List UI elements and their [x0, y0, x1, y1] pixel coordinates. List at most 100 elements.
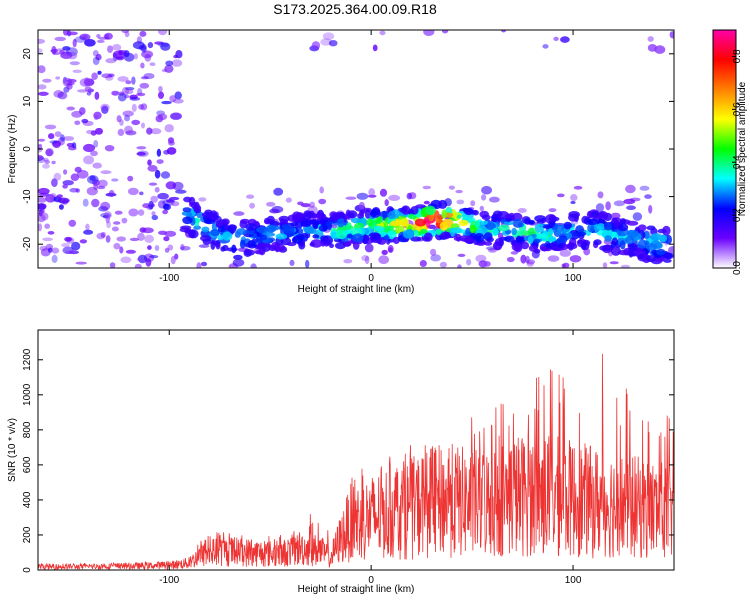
- x-tick-label: -100: [159, 273, 179, 284]
- spectrogram-cell: [91, 72, 98, 80]
- spectrogram-cell: [466, 258, 472, 266]
- spectrogram-ridge-cell: [548, 220, 556, 228]
- spectrogram-cell: [44, 159, 50, 164]
- spectrogram-ridge-cell: [611, 237, 619, 246]
- spectrogram-cell: [111, 226, 119, 232]
- spectrogram-cell: [156, 159, 164, 165]
- spectrogram-ridge-cell: [382, 210, 388, 219]
- spectrogram-cell: [38, 84, 47, 90]
- spectrogram-ridge-cell: [401, 205, 411, 215]
- spectrogram-cell: [42, 78, 52, 83]
- spectrogram-cell: [158, 30, 168, 36]
- spectrogram-cell: [113, 221, 121, 225]
- spectrogram-cell: [180, 243, 185, 251]
- spectrogram-ridge-cell: [402, 229, 414, 239]
- spectrogram-cell: [48, 133, 55, 140]
- x-tick-label: 0: [368, 273, 374, 284]
- spectrogram-cell: [448, 185, 455, 190]
- spectrogram-ridge-cell: [350, 217, 362, 224]
- spectrogram-cell: [109, 262, 116, 268]
- spectrogram-ridge-cell: [180, 225, 192, 230]
- spectrogram-ridge-cell: [419, 228, 428, 235]
- spectrogram-cell: [668, 245, 674, 255]
- spectrogram-cell: [164, 124, 174, 133]
- spectrogram-cell: [93, 181, 98, 191]
- spectrogram-cell: [101, 73, 113, 78]
- spectrogram-ridge-cell: [663, 252, 674, 260]
- spectrogram-cell: [149, 255, 159, 259]
- spectrogram-cell: [345, 196, 357, 200]
- spectrogram-cell: [158, 113, 168, 121]
- spectrogram-ridge-cell: [474, 220, 481, 228]
- spectrogram-ridge-cell: [520, 241, 530, 250]
- spectrogram-cell: [119, 119, 124, 126]
- spectrogram-ridge-cell: [388, 210, 396, 220]
- spectrogram-cell: [457, 264, 462, 268]
- spectrogram-ridge-cell: [319, 218, 325, 226]
- spectrogram-ridge-cell: [184, 229, 193, 234]
- spectrogram-ridge-cell: [343, 241, 351, 247]
- spectrogram-ridge-cell: [656, 248, 666, 256]
- spectrogram-ridge-cell: [329, 243, 334, 248]
- spectrogram-cell: [71, 142, 77, 149]
- spectrogram-cell: [68, 219, 77, 227]
- spectrogram-cell: [602, 262, 608, 268]
- spectrogram-ridge-cell: [580, 242, 587, 251]
- spectrogram-cell: [44, 223, 50, 229]
- spectrogram-ridge-cell: [263, 232, 276, 237]
- spectrogram-cell: [455, 189, 463, 194]
- spectrogram-cell: [149, 62, 156, 66]
- spectrogram-cell: [249, 202, 256, 209]
- spectrogram-cell: [368, 188, 376, 197]
- spectrogram-cell: [117, 93, 127, 102]
- figure-title: S173.2025.364.00.09.R18: [273, 1, 437, 17]
- spectrogram-cell: [613, 200, 626, 207]
- spectrogram-ridge-cell: [387, 230, 397, 240]
- spectrogram-ridge-cell: [548, 228, 554, 236]
- spectrogram-cell: [273, 187, 284, 196]
- spectrogram-cell: [84, 39, 96, 47]
- spectrogram-cell: [160, 42, 171, 51]
- spectrogram-cell: [457, 253, 466, 257]
- spectrogram-cell: [119, 246, 124, 254]
- snr-y-label: SNR (10 * v/v): [7, 418, 18, 482]
- spectrogram-cell: [180, 246, 191, 251]
- spectrogram-cell: [63, 136, 75, 141]
- spectrogram-cell: [233, 254, 243, 260]
- spectrogram-ridge-cell: [451, 227, 463, 234]
- spectrogram-cell: [137, 232, 145, 241]
- spectrogram-cell: [320, 38, 332, 46]
- spectrogram-cell: [547, 255, 560, 262]
- spectrogram-cell: [131, 119, 141, 126]
- spectrogram-cell: [51, 254, 58, 263]
- spectrogram-cell: [57, 91, 68, 100]
- spectrogram-cell: [609, 261, 619, 265]
- spectrogram-cell: [131, 103, 137, 112]
- snr-panel: -100 0 100 0 200 400 600 800 1000 1200 Height of…: [7, 329, 675, 595]
- spectrogram-cell: [364, 255, 370, 265]
- spectrogram-ridge-cell: [481, 220, 489, 225]
- spectrogram-cell: [125, 80, 132, 85]
- spectrogram-cell: [95, 53, 102, 61]
- spectrogram-ridge-cell: [243, 248, 252, 257]
- spectrogram-cell: [60, 134, 65, 142]
- spectrogram-cell: [147, 165, 158, 172]
- spectrogram-ridge-cell: [505, 213, 512, 219]
- spectrogram-cell: [120, 256, 132, 264]
- spectrogram-cell: [520, 254, 527, 264]
- spectrogram-ridge-cell: [203, 219, 216, 225]
- spectrogram-y-label: Frequency (Hz): [7, 115, 18, 184]
- spectrogram-ridge-cell: [182, 216, 193, 225]
- spectrogram-cell: [160, 171, 171, 179]
- spectrogram-cell: [104, 32, 113, 40]
- spectrogram-ridge-cell: [347, 210, 358, 219]
- spectrogram-cell: [372, 44, 378, 52]
- spectrogram-cell: [573, 185, 583, 190]
- spectrogram-cell: [84, 86, 92, 92]
- spectrogram-cell: [111, 178, 119, 182]
- spectrogram-cell: [51, 247, 60, 254]
- colorbar-ticks: 0.0 0.2 0.4 0.6 0.8: [732, 49, 743, 275]
- spectrogram-ridge-cell: [410, 206, 419, 215]
- spectrogram-cell: [139, 30, 147, 37]
- spectrogram-cell: [92, 50, 99, 57]
